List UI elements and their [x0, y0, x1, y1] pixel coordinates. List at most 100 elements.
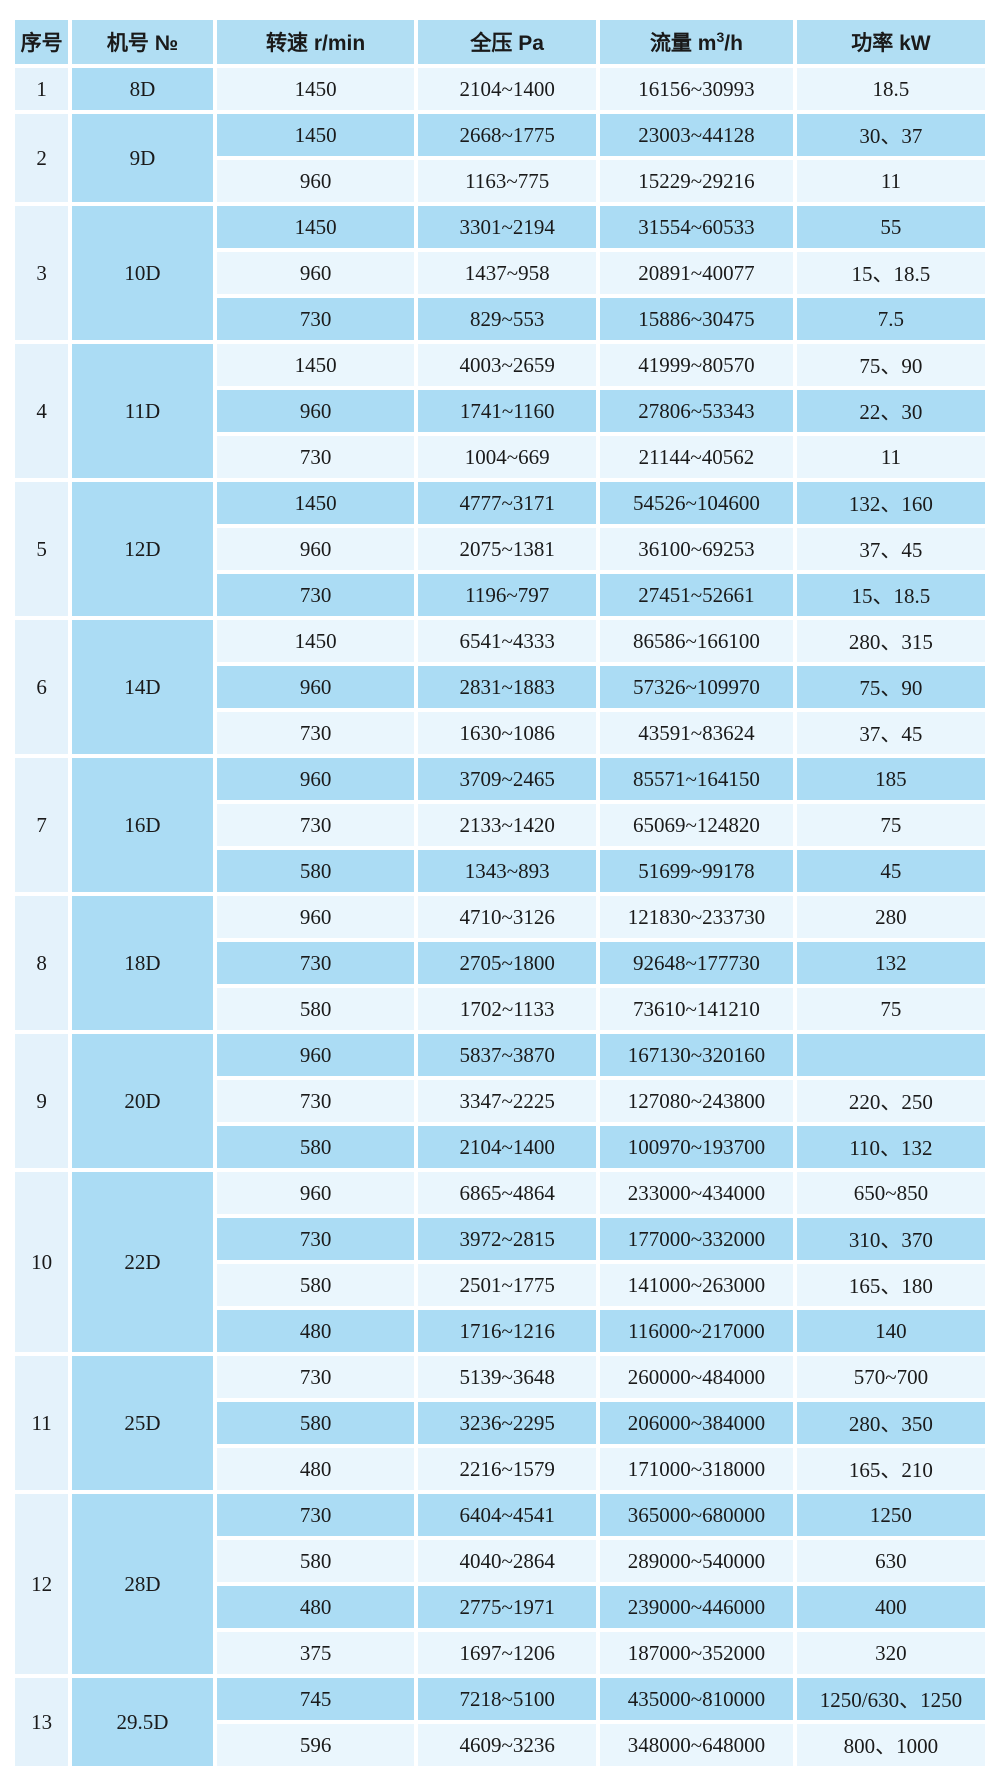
pressure-cell: 3709~2465	[418, 758, 597, 800]
flow-cell: 15229~29216	[600, 160, 793, 202]
power-cell: 37、45	[796, 528, 985, 570]
flow-cell: 171000~318000	[600, 1448, 793, 1490]
speed-cell: 730	[216, 436, 415, 478]
pressure-cell: 1163~775	[418, 160, 597, 202]
speed-cell: 480	[216, 1310, 415, 1352]
speed-cell: 730	[216, 1080, 415, 1122]
serial-cell: 12	[15, 1494, 69, 1674]
fan-spec-table: 序号 机号 № 转速 r/min 全压 Pa 流量 m3/h 功率 kW 1 8D…	[11, 16, 989, 1770]
model-cell: 16D	[72, 758, 213, 892]
power-cell: 1250/630、1250	[796, 1678, 985, 1720]
pressure-cell: 3347~2225	[418, 1080, 597, 1122]
power-cell: 400	[796, 1586, 985, 1628]
table-row: 580 1343~893 51699~99178 45	[15, 850, 985, 892]
pressure-cell: 2501~1775	[418, 1264, 597, 1306]
flow-cell: 54526~104600	[600, 482, 793, 524]
speed-cell: 960	[216, 160, 415, 202]
flow-cell: 21144~40562	[600, 436, 793, 478]
flow-cell: 348000~648000	[600, 1724, 793, 1766]
serial-cell: 7	[15, 758, 69, 892]
speed-cell: 580	[216, 1402, 415, 1444]
pressure-cell: 2104~1400	[418, 1126, 597, 1168]
speed-cell: 730	[216, 1356, 415, 1398]
table-row: 960 2075~1381 36100~69253 37、45	[15, 528, 985, 570]
pressure-cell: 4777~3171	[418, 482, 597, 524]
power-cell: 1250	[796, 1494, 985, 1536]
power-cell: 320	[796, 1632, 985, 1674]
speed-cell: 375	[216, 1632, 415, 1674]
pressure-cell: 4040~2864	[418, 1540, 597, 1582]
power-cell: 37、45	[796, 712, 985, 754]
serial-cell: 10	[15, 1172, 69, 1352]
power-cell: 630	[796, 1540, 985, 1582]
power-cell: 280、350	[796, 1402, 985, 1444]
flow-cell: 177000~332000	[600, 1218, 793, 1260]
table-row: 9 20D 960 5837~3870 167130~320160	[15, 1034, 985, 1168]
pressure-cell: 5837~3870	[418, 1034, 597, 1076]
flow-cell: 289000~540000	[600, 1540, 793, 1582]
speed-cell: 730	[216, 1218, 415, 1260]
flow-cell: 167130~320160	[600, 1034, 793, 1076]
flow-cell: 20891~40077	[600, 252, 793, 294]
power-cell: 185	[796, 758, 985, 800]
flow-cell: 31554~60533	[600, 206, 793, 248]
flow-cell: 36100~69253	[600, 528, 793, 570]
speed-cell: 1450	[216, 620, 415, 662]
power-cell: 55	[796, 206, 985, 248]
power-cell: 570~700	[796, 1356, 985, 1398]
table-row: 12 28D 730 6404~4541 365000~680000 1250	[15, 1494, 985, 1674]
flow-cell: 57326~109970	[600, 666, 793, 708]
header-flow-superscript: 3	[716, 29, 725, 45]
serial-cell: 8	[15, 896, 69, 1030]
pressure-cell: 2104~1400	[418, 68, 597, 110]
power-cell: 15、18.5	[796, 574, 985, 616]
flow-cell: 239000~446000	[600, 1586, 793, 1628]
pressure-cell: 3301~2194	[418, 206, 597, 248]
flow-cell: 121830~233730	[600, 896, 793, 938]
speed-cell: 960	[216, 666, 415, 708]
pressure-cell: 2775~1971	[418, 1586, 597, 1628]
model-cell: 28D	[72, 1494, 213, 1674]
power-cell: 310、370	[796, 1218, 985, 1260]
table-row: 580 2501~1775 141000~263000 165、180	[15, 1264, 985, 1306]
flow-cell: 365000~680000	[600, 1494, 793, 1536]
flow-cell: 16156~30993	[600, 68, 793, 110]
header-model: 机号 №	[72, 20, 213, 64]
table-row: 730 2705~1800 92648~177730 132	[15, 942, 985, 984]
header-row: 序号 机号 № 转速 r/min 全压 Pa 流量 m3/h 功率 kW	[15, 20, 985, 64]
speed-cell: 960	[216, 252, 415, 294]
speed-cell: 580	[216, 1540, 415, 1582]
serial-cell: 13	[15, 1678, 69, 1766]
power-cell: 165、210	[796, 1448, 985, 1490]
model-cell: 9D	[72, 114, 213, 202]
pressure-cell: 6865~4864	[418, 1172, 597, 1214]
flow-cell: 127080~243800	[600, 1080, 793, 1122]
header-flow-prefix: 流量 m	[649, 32, 717, 55]
speed-cell: 580	[216, 1264, 415, 1306]
speed-cell: 960	[216, 390, 415, 432]
speed-cell: 960	[216, 1172, 415, 1214]
speed-cell: 730	[216, 574, 415, 616]
flow-cell: 116000~217000	[600, 1310, 793, 1352]
pressure-cell: 2668~1775	[418, 114, 597, 156]
header-power: 功率 kW	[796, 20, 985, 64]
flow-cell: 27806~53343	[600, 390, 793, 432]
power-cell: 280、315	[796, 620, 985, 662]
pressure-cell: 6541~4333	[418, 620, 597, 662]
pressure-cell: 4003~2659	[418, 344, 597, 386]
serial-cell: 9	[15, 1034, 69, 1168]
table-row: 730 3972~2815 177000~332000 310、370	[15, 1218, 985, 1260]
pressure-cell: 1196~797	[418, 574, 597, 616]
table-row: 11 25D 730 5139~3648 260000~484000 570~700	[15, 1356, 985, 1490]
table-row: 2 9D 1450 2668~1775 23003~44128 30、37	[15, 114, 985, 202]
table-row: 480 1716~1216 116000~217000 140	[15, 1310, 985, 1352]
pressure-cell: 2216~1579	[418, 1448, 597, 1490]
pressure-cell: 3972~2815	[418, 1218, 597, 1260]
power-cell: 7.5	[796, 298, 985, 340]
power-cell	[796, 1034, 985, 1076]
table-row: 730 2133~1420 65069~124820 75	[15, 804, 985, 846]
table-row: 5 12D 1450 4777~3171 54526~104600 132、160	[15, 482, 985, 616]
flow-cell: 86586~166100	[600, 620, 793, 662]
pressure-cell: 6404~4541	[418, 1494, 597, 1536]
